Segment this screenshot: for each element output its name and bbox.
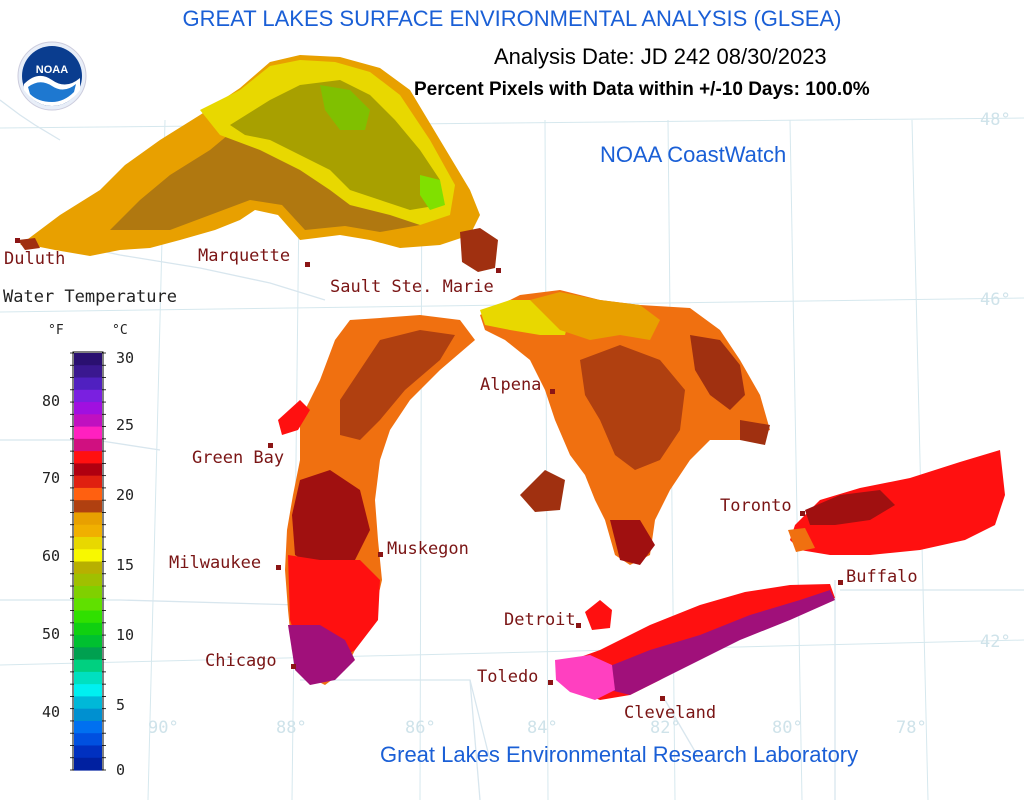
lon-label: 86° xyxy=(405,718,436,738)
city-muskegon: Muskegon xyxy=(387,539,469,559)
colorbar-cell xyxy=(74,549,102,563)
colorbar-cell xyxy=(74,610,102,624)
colorbar-cell xyxy=(74,696,102,710)
city-marquette: Marquette xyxy=(198,246,291,266)
colorbar-cell xyxy=(74,598,102,612)
colorbar-cell xyxy=(74,745,102,759)
colorbar-cell xyxy=(74,500,102,514)
colorbar-cell xyxy=(74,659,102,673)
lon-label: 80° xyxy=(772,718,803,738)
colorbar-cell xyxy=(74,426,102,440)
city-alpena: Alpena xyxy=(480,375,542,395)
city-buffalo: Buffalo xyxy=(846,567,918,587)
colorbar-cell xyxy=(74,438,102,452)
city-cleveland: Cleveland xyxy=(624,703,717,723)
colorbar-cell xyxy=(74,536,102,550)
lon-label: 82° xyxy=(650,718,681,738)
colorbar-cell xyxy=(74,647,102,661)
colorbar-cell xyxy=(74,671,102,685)
city-markers xyxy=(15,238,843,701)
tick-c: 5 xyxy=(116,696,126,714)
colorbar-cell xyxy=(74,402,102,415)
tick-c: 30 xyxy=(116,349,135,367)
colorbar-cell xyxy=(74,622,102,636)
tick-c: 15 xyxy=(116,556,135,574)
noaa-logo: NOAA xyxy=(16,40,88,112)
lake-superior xyxy=(18,55,498,272)
tick-f: 80 xyxy=(42,392,61,410)
credit-label: Great Lakes Environmental Research Labor… xyxy=(380,742,859,767)
city-chicago: Chicago xyxy=(205,651,277,671)
percent-pixels: Percent Pixels with Data within +/-10 Da… xyxy=(414,79,870,100)
colorbar-cell xyxy=(74,757,102,771)
colorbar-cell xyxy=(74,586,102,599)
colorbar-cell xyxy=(74,353,102,366)
colorbar-cell xyxy=(74,475,102,489)
legend-title: Water Temperature xyxy=(3,287,177,307)
tick-c: 25 xyxy=(116,416,135,434)
coastwatch-label: NOAA CoastWatch xyxy=(600,142,787,167)
colorbar-cell xyxy=(74,389,102,403)
colorbar-cell xyxy=(74,708,102,722)
tick-f: 60 xyxy=(42,547,61,565)
lake-michigan xyxy=(278,315,475,685)
city-green-bay: Green Bay xyxy=(192,448,285,468)
colorbar-cell xyxy=(74,684,102,698)
colorbar-cell xyxy=(74,463,102,477)
page-title: GREAT LAKES SURFACE ENVIRONMENTAL ANALYS… xyxy=(182,6,842,31)
city-milwaukee: Milwaukee xyxy=(169,553,262,573)
colorbar-cell xyxy=(74,524,102,538)
logo-text: NOAA xyxy=(35,64,69,76)
lake-huron xyxy=(480,290,770,565)
lat-label: 46° xyxy=(980,290,1011,310)
city-toledo: Toledo xyxy=(477,667,539,687)
city-toronto: Toronto xyxy=(720,496,792,516)
analysis-date: Analysis Date: JD 242 08/30/2023 xyxy=(494,44,827,69)
tick-c: 10 xyxy=(116,626,135,644)
colorbar-cell xyxy=(74,512,102,526)
legend-unit-f: °F xyxy=(48,323,64,338)
tick-f: 40 xyxy=(42,703,61,721)
tick-c: 20 xyxy=(116,486,135,504)
city-duluth: Duluth xyxy=(4,249,66,269)
colorbar-cell xyxy=(74,365,102,379)
colorbar-cell xyxy=(74,635,102,648)
tick-c: 0 xyxy=(116,761,126,779)
lon-label: 84° xyxy=(527,718,558,738)
lake-st-clair xyxy=(585,600,612,630)
lat-label: 42° xyxy=(980,632,1011,652)
colorbar-cell xyxy=(74,720,102,734)
colorbar-cell xyxy=(74,487,102,501)
tick-f: 70 xyxy=(42,469,61,487)
lon-label: 78° xyxy=(896,718,927,738)
legend-unit-c: °C xyxy=(112,323,128,338)
lake-ontario xyxy=(788,450,1005,555)
city-detroit: Detroit xyxy=(504,610,576,630)
tick-f: 50 xyxy=(42,625,61,643)
colorbar-cell xyxy=(74,733,102,747)
lat-label: 48° xyxy=(980,110,1011,130)
colorbar-cell xyxy=(74,414,102,428)
city-sault-ste-marie: Sault Ste. Marie xyxy=(330,277,494,297)
lon-label: 88° xyxy=(276,718,307,738)
lake-erie xyxy=(555,584,835,700)
colorbar-cell xyxy=(74,573,102,587)
colorbar-cell xyxy=(74,377,102,391)
colorbar-cell xyxy=(74,451,102,464)
lon-label: 90° xyxy=(148,718,179,738)
colorbar-cell xyxy=(74,561,102,575)
